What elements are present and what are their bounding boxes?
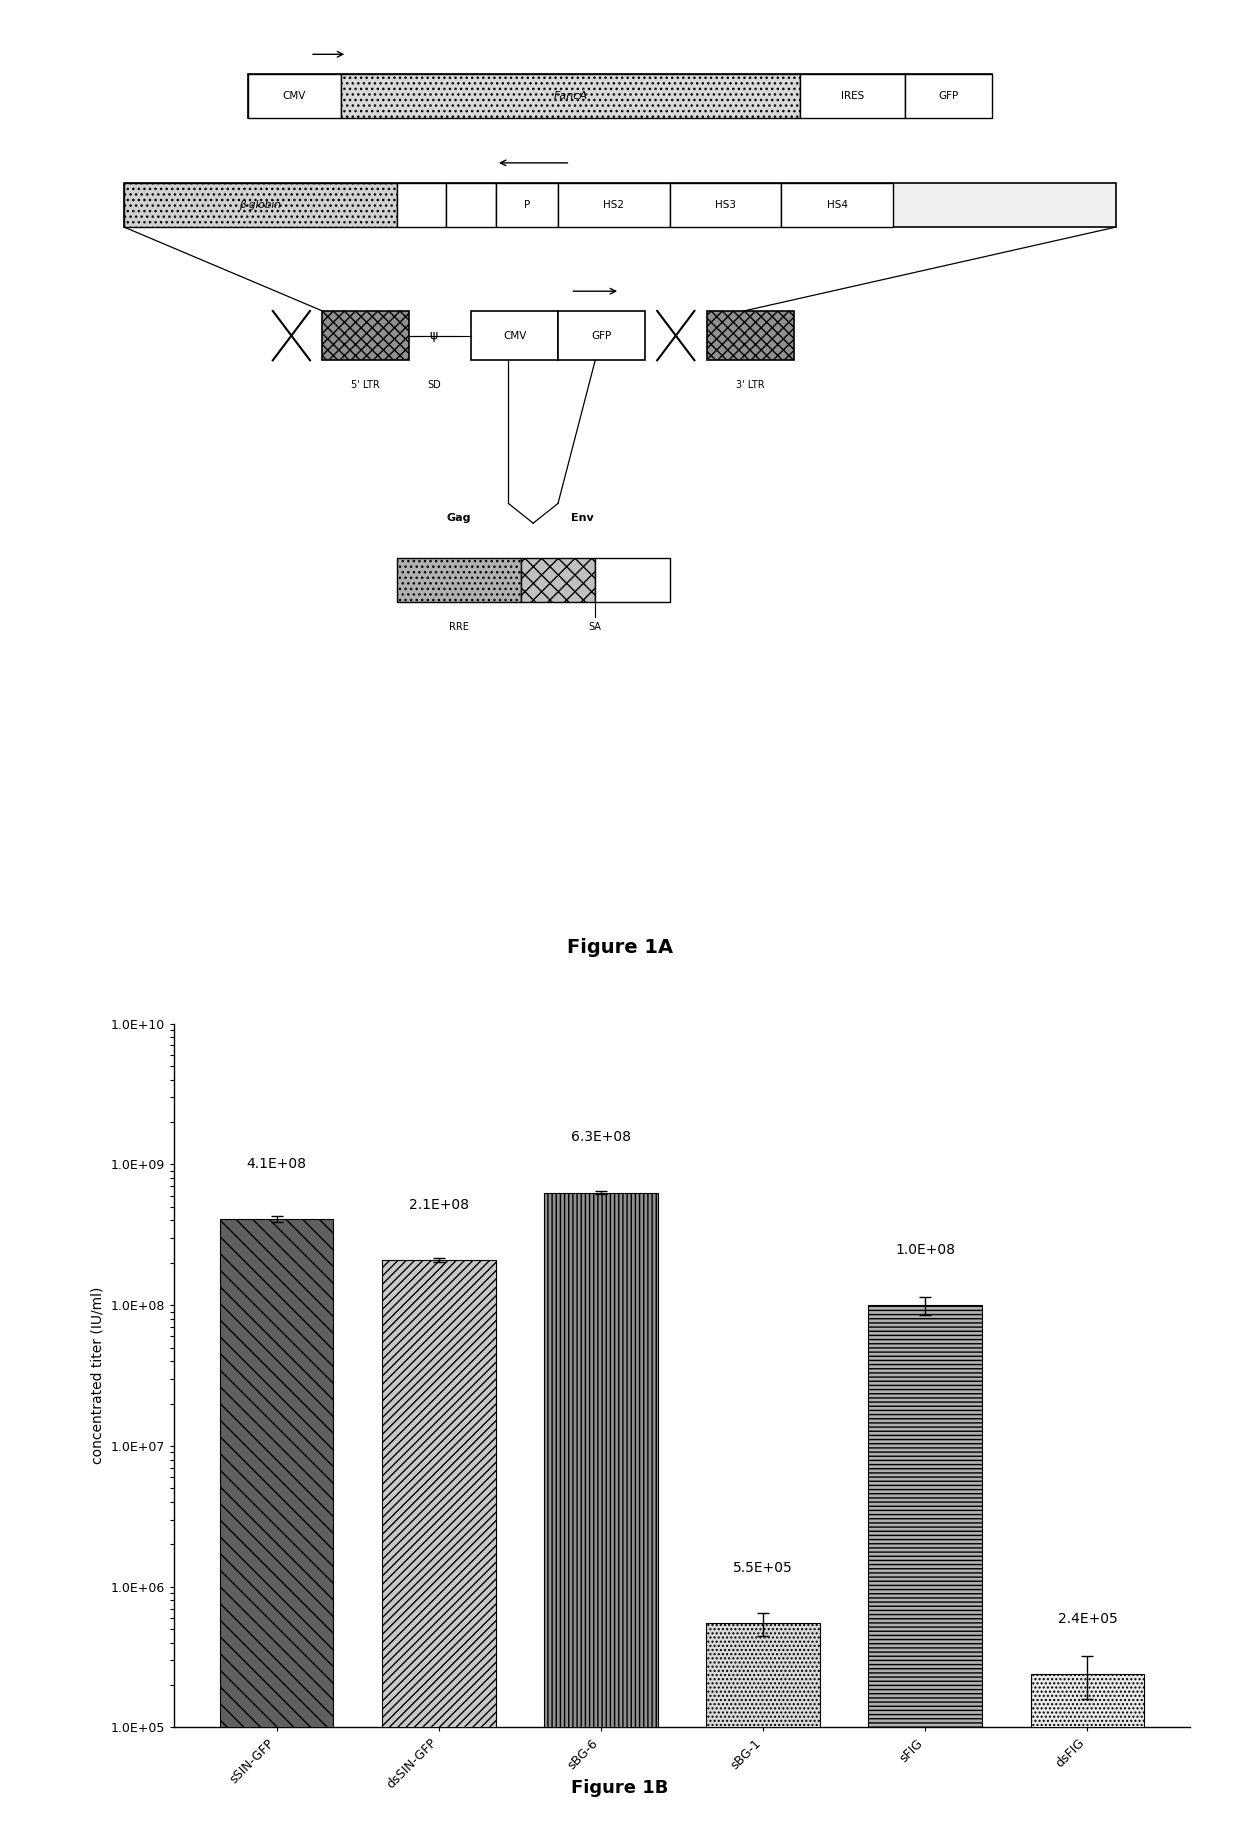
Y-axis label: concentrated titer (IU/ml): concentrated titer (IU/ml) bbox=[91, 1287, 104, 1464]
Text: HS4: HS4 bbox=[827, 199, 847, 210]
Bar bbox=[248, 75, 341, 119]
Text: 5' LTR: 5' LTR bbox=[351, 380, 381, 389]
Bar bbox=[322, 311, 409, 360]
Text: Env: Env bbox=[572, 514, 594, 523]
Bar bbox=[341, 75, 800, 119]
Bar bbox=[248, 75, 992, 119]
Text: β globin: β globin bbox=[239, 199, 281, 210]
Bar bbox=[707, 1623, 820, 1828]
Text: GFP: GFP bbox=[591, 331, 611, 340]
Bar bbox=[397, 558, 521, 601]
Bar bbox=[496, 183, 558, 227]
Bar bbox=[707, 311, 794, 360]
Bar bbox=[446, 183, 496, 227]
Bar bbox=[868, 1305, 982, 1828]
Bar bbox=[670, 183, 781, 227]
Text: SA: SA bbox=[589, 622, 601, 632]
Text: 3' LTR: 3' LTR bbox=[735, 380, 765, 389]
Text: Gag: Gag bbox=[446, 514, 471, 523]
Text: CMV: CMV bbox=[283, 91, 306, 101]
Bar bbox=[1030, 1674, 1145, 1828]
Text: FancA: FancA bbox=[553, 91, 588, 101]
Bar bbox=[521, 558, 595, 601]
Text: CMV: CMV bbox=[503, 331, 526, 340]
Text: 6.3E+08: 6.3E+08 bbox=[570, 1130, 631, 1144]
Text: GFP: GFP bbox=[939, 91, 959, 101]
Text: 2.4E+05: 2.4E+05 bbox=[1058, 1612, 1117, 1625]
Text: 5.5E+05: 5.5E+05 bbox=[733, 1561, 792, 1576]
Text: RRE: RRE bbox=[449, 622, 469, 632]
Bar bbox=[471, 311, 558, 360]
Text: Figure 1B: Figure 1B bbox=[572, 1779, 668, 1797]
Bar bbox=[905, 75, 992, 119]
Text: SD: SD bbox=[427, 380, 441, 389]
Text: Figure 1A: Figure 1A bbox=[567, 938, 673, 958]
Bar bbox=[544, 1192, 657, 1828]
Bar bbox=[397, 183, 446, 227]
Bar bbox=[382, 1259, 496, 1828]
Text: 2.1E+08: 2.1E+08 bbox=[409, 1197, 469, 1212]
Text: 4.1E+08: 4.1E+08 bbox=[247, 1157, 306, 1170]
Bar bbox=[800, 75, 905, 119]
Bar bbox=[781, 183, 893, 227]
Text: 1.0E+08: 1.0E+08 bbox=[895, 1243, 955, 1258]
Bar bbox=[219, 1219, 334, 1828]
Bar bbox=[124, 183, 397, 227]
Text: HS2: HS2 bbox=[604, 199, 624, 210]
Text: HS3: HS3 bbox=[715, 199, 735, 210]
Bar bbox=[124, 183, 1116, 227]
Text: ψ: ψ bbox=[430, 329, 438, 342]
Text: P: P bbox=[523, 199, 531, 210]
Bar bbox=[558, 183, 670, 227]
Text: IRES: IRES bbox=[841, 91, 864, 101]
Bar bbox=[558, 311, 645, 360]
Bar bbox=[595, 558, 670, 601]
